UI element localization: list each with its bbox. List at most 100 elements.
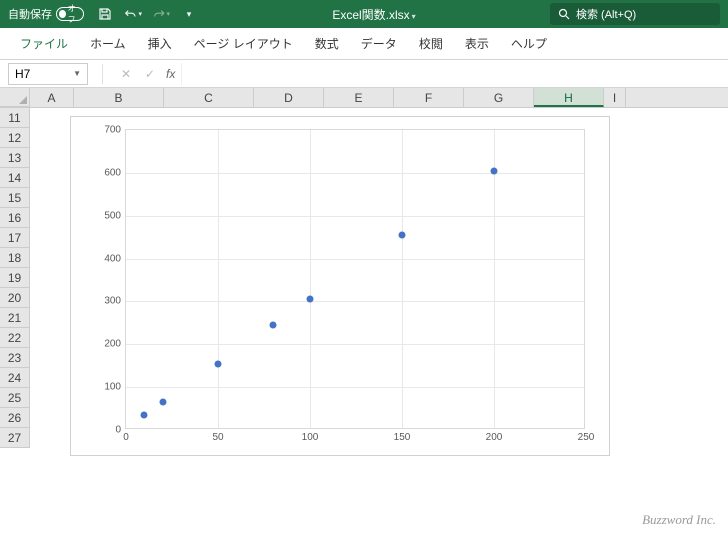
data-point — [270, 322, 277, 329]
data-point — [307, 296, 314, 303]
data-point — [399, 232, 406, 239]
ribbon-tab-5[interactable]: データ — [351, 31, 407, 56]
autosave-label: 自動保存 — [8, 6, 52, 22]
select-all-corner[interactable] — [0, 88, 30, 107]
col-header-G[interactable]: G — [464, 88, 534, 107]
cancel-icon: ✕ — [118, 67, 134, 81]
gridline-v — [402, 130, 403, 428]
ribbon-tab-0[interactable]: ファイル — [10, 31, 78, 56]
row-header-21[interactable]: 21 — [0, 308, 30, 328]
x-axis-label: 200 — [486, 432, 503, 443]
x-axis-label: 0 — [123, 432, 129, 443]
y-axis-label: 100 — [104, 382, 121, 393]
gridline-v — [494, 130, 495, 428]
row-header-15[interactable]: 15 — [0, 188, 30, 208]
x-axis-label: 100 — [302, 432, 319, 443]
data-point — [159, 399, 166, 406]
ribbon-tab-6[interactable]: 校閲 — [409, 31, 453, 56]
col-header-E[interactable]: E — [324, 88, 394, 107]
file-name: Excel関数.xlsx — [332, 8, 409, 22]
save-icon[interactable] — [96, 5, 114, 23]
name-box[interactable]: H7 ▼ — [8, 63, 88, 85]
gridline-h — [126, 387, 584, 388]
formula-controls: ✕ ✓ fx — [98, 64, 175, 84]
y-axis-label: 700 — [104, 125, 121, 136]
watermark: Buzzword Inc. — [642, 512, 716, 528]
y-axis-label: 300 — [104, 296, 121, 307]
y-axis-label: 600 — [104, 167, 121, 178]
data-point — [141, 412, 148, 419]
y-axis-label: 200 — [104, 339, 121, 350]
row-header-14[interactable]: 14 — [0, 168, 30, 188]
quick-access-toolbar: ▾ ▾ ▾ — [96, 5, 198, 23]
col-header-I[interactable]: I — [604, 88, 626, 107]
y-axis-label: 400 — [104, 253, 121, 264]
x-axis-label: 250 — [578, 432, 595, 443]
col-header-B[interactable]: B — [74, 88, 164, 107]
name-box-dropdown-icon[interactable]: ▼ — [73, 69, 81, 78]
gridline-h — [126, 216, 584, 217]
window-title: Excel関数.xlsx▾ — [198, 6, 550, 23]
ribbon-tab-4[interactable]: 数式 — [305, 31, 349, 56]
spreadsheet-grid: ABCDEFGHI 111213141516171819202122232425… — [0, 88, 728, 448]
ribbon-tab-1[interactable]: ホーム — [80, 31, 136, 56]
qat-customize-icon[interactable]: ▾ — [180, 5, 198, 23]
redo-icon: ▾ — [152, 5, 170, 23]
search-box[interactable]: 検索 (Alt+Q) — [550, 3, 720, 25]
gridline-v — [310, 130, 311, 428]
y-axis-label: 0 — [115, 425, 121, 436]
row-header-17[interactable]: 17 — [0, 228, 30, 248]
col-header-H[interactable]: H — [534, 88, 604, 107]
enter-icon: ✓ — [142, 67, 158, 81]
row-header-22[interactable]: 22 — [0, 328, 30, 348]
column-headers: ABCDEFGHI — [0, 88, 728, 108]
gridline-h — [126, 344, 584, 345]
row-header-12[interactable]: 12 — [0, 128, 30, 148]
col-header-A[interactable]: A — [30, 88, 74, 107]
x-axis-label: 50 — [212, 432, 223, 443]
col-header-D[interactable]: D — [254, 88, 324, 107]
formula-input[interactable] — [181, 63, 728, 85]
row-header-23[interactable]: 23 — [0, 348, 30, 368]
gridline-h — [126, 173, 584, 174]
row-header-25[interactable]: 25 — [0, 388, 30, 408]
search-icon — [558, 8, 570, 20]
row-header-27[interactable]: 27 — [0, 428, 30, 448]
row-header-20[interactable]: 20 — [0, 288, 30, 308]
ribbon-tab-7[interactable]: 表示 — [455, 31, 499, 56]
ribbon-tabs: ファイルホーム挿入ページ レイアウト数式データ校閲表示ヘルプ — [0, 28, 728, 60]
name-box-value: H7 — [15, 67, 30, 81]
gridline-h — [126, 259, 584, 260]
search-placeholder: 検索 (Alt+Q) — [576, 6, 636, 22]
col-header-C[interactable]: C — [164, 88, 254, 107]
title-bar: 自動保存 オフ ▾ ▾ ▾ Excel関数.xlsx▾ 検索 (Alt+Q) — [0, 0, 728, 28]
row-header-24[interactable]: 24 — [0, 368, 30, 388]
row-headers: 1112131415161718192021222324252627 — [0, 108, 30, 448]
data-point — [491, 167, 498, 174]
toggle-switch[interactable]: オフ — [56, 7, 84, 21]
gridline-h — [126, 301, 584, 302]
toggle-knob — [59, 10, 66, 18]
col-header-F[interactable]: F — [394, 88, 464, 107]
row-header-13[interactable]: 13 — [0, 148, 30, 168]
scatter-chart[interactable]: 0 100 200 300 400 500 600 700 0 50 100 150 200 250 — [70, 116, 610, 456]
autosave-toggle[interactable]: 自動保存 オフ — [8, 6, 84, 22]
plot-area: 0100200300400500600700050100150200250 — [125, 129, 585, 429]
row-header-18[interactable]: 18 — [0, 248, 30, 268]
row-header-16[interactable]: 16 — [0, 208, 30, 228]
undo-icon[interactable]: ▾ — [124, 5, 142, 23]
row-header-11[interactable]: 11 — [0, 108, 30, 128]
row-header-19[interactable]: 19 — [0, 268, 30, 288]
toggle-state: オフ — [68, 3, 81, 25]
data-point — [215, 360, 222, 367]
gridline-v — [218, 130, 219, 428]
formula-bar: H7 ▼ ✕ ✓ fx — [0, 60, 728, 88]
row-header-26[interactable]: 26 — [0, 408, 30, 428]
cells-area[interactable]: 0 100 200 300 400 500 600 700 0 50 100 150 200 250 — [30, 108, 728, 448]
fx-icon[interactable]: fx — [166, 67, 175, 81]
ribbon-tab-8[interactable]: ヘルプ — [501, 31, 557, 56]
x-axis-label: 150 — [394, 432, 411, 443]
ribbon-tab-3[interactable]: ページ レイアウト — [184, 31, 303, 56]
ribbon-tab-2[interactable]: 挿入 — [138, 31, 182, 56]
y-axis-label: 500 — [104, 210, 121, 221]
